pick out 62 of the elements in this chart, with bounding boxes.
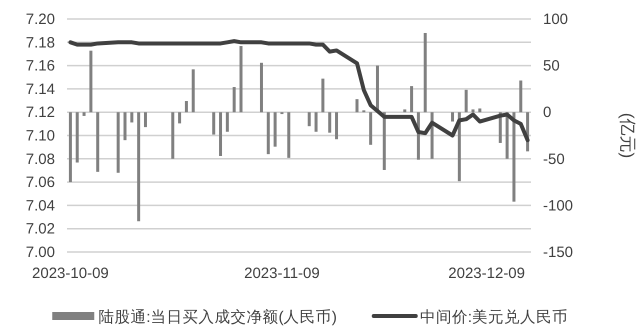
y-tick-label: 7.04 — [26, 197, 55, 214]
bar — [464, 90, 468, 112]
bar — [512, 112, 516, 202]
bar — [82, 112, 86, 116]
bar — [124, 112, 126, 140]
y-tick-label: 7.16 — [26, 58, 55, 75]
y2-tick-label: 50 — [543, 58, 560, 75]
bar — [519, 80, 522, 112]
bar — [478, 108, 482, 112]
x-tick-label: 2023-12-09 — [448, 265, 526, 282]
y2-tick-label: -50 — [543, 150, 565, 168]
bar — [171, 112, 174, 159]
bar — [260, 62, 263, 112]
bar — [274, 112, 277, 147]
bar — [410, 86, 414, 112]
bar — [212, 112, 216, 135]
x-tick-label: 2023-11-09 — [244, 265, 320, 282]
y2-axis-title: (亿元) — [618, 112, 637, 158]
bar — [382, 112, 386, 170]
bar — [458, 112, 461, 182]
bar — [240, 46, 242, 112]
y2-tick-label: 100 — [543, 11, 568, 28]
bar — [184, 101, 188, 112]
bar — [356, 99, 358, 112]
bar — [314, 112, 318, 132]
y-tick-label: 7.20 — [26, 11, 55, 28]
bar — [137, 112, 140, 222]
y-tick-label: 7.06 — [26, 174, 55, 192]
bar — [451, 112, 454, 122]
y-tick-label: 7.12 — [26, 104, 55, 122]
legend-label: 陆股通:当日买入成交净额(人民币) — [98, 308, 337, 326]
bar — [219, 112, 222, 156]
bar — [76, 112, 79, 163]
y-tick-label: 7.10 — [26, 128, 55, 144]
bar — [424, 32, 427, 112]
y-tick-label: 7.02 — [26, 220, 55, 238]
bar — [89, 50, 92, 112]
bar — [266, 112, 270, 154]
y-tick-label: 7.18 — [26, 34, 55, 52]
x-tick-label: 2023-10-09 — [32, 265, 109, 282]
y-tick-label: 7.00 — [26, 244, 55, 261]
bar — [68, 112, 72, 182]
bar — [321, 78, 324, 112]
bar — [226, 112, 229, 132]
bar — [335, 112, 338, 140]
bar — [192, 69, 195, 112]
y2-tick-label: 0 — [543, 104, 552, 122]
bar — [96, 112, 100, 172]
bar — [144, 112, 147, 128]
bar — [130, 112, 134, 122]
y-tick-label: 7.08 — [26, 150, 55, 168]
bar — [308, 112, 311, 126]
y-tick-label: 7.14 — [26, 80, 55, 98]
bar — [287, 112, 290, 158]
bar — [178, 112, 182, 124]
bar — [369, 112, 372, 145]
legend-label: 中间价:美元兑人民币 — [420, 308, 568, 326]
y2-tick-label: -100 — [543, 197, 574, 214]
bar — [232, 87, 236, 112]
bar — [328, 112, 332, 133]
bar — [116, 112, 120, 173]
y2-tick-label: -150 — [543, 244, 574, 261]
